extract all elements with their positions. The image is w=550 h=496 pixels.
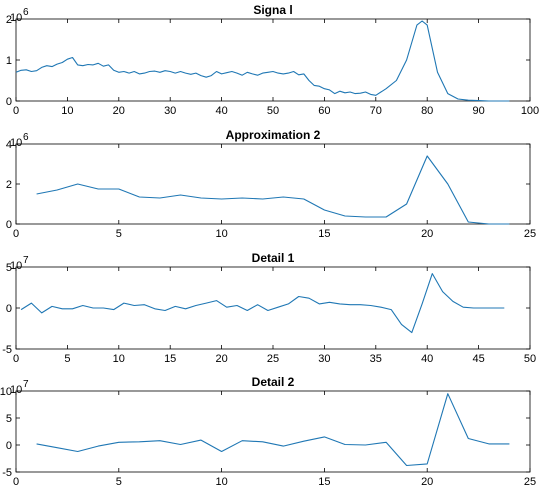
chart-4-exponent-power: 7 <box>23 379 29 390</box>
chart-3-x-tick-label: 45 <box>472 353 484 365</box>
chart-3-exponent-base: 10 <box>10 260 22 272</box>
chart-1-x-tick-label: 30 <box>164 105 176 117</box>
chart-2-x-tick-label: 0 <box>13 228 19 240</box>
chart-1-plot-area <box>15 18 531 102</box>
chart-1-y-tick-label: 2 <box>6 14 12 26</box>
chart-4-x-tick-label: 15 <box>318 476 330 488</box>
chart-4-x-tick-label: 0 <box>13 476 19 488</box>
chart-1-x-tick-label: 70 <box>370 105 382 117</box>
chart-1-x-tick-label: 60 <box>318 105 330 117</box>
chart-2-x-tick-label: 25 <box>524 228 536 240</box>
chart-1-y-tick-label: 1 <box>6 55 12 67</box>
chart-2-y-tick-label: 2 <box>6 179 12 191</box>
chart-2-y-tick-label: 4 <box>6 139 12 151</box>
chart-2-x-tick-label: 15 <box>318 228 330 240</box>
chart-2-exponent-base: 10 <box>10 137 22 149</box>
chart-3-x-tick-label: 5 <box>64 353 70 365</box>
chart-1-x-tick-label: 40 <box>215 105 227 117</box>
chart-1-x-tick-label: 90 <box>472 105 484 117</box>
chart-3-y-tick-label: 0 <box>6 303 12 315</box>
chart-1-x-tick-label: 80 <box>421 105 433 117</box>
chart-2-y-tick-label: 0 <box>6 219 12 231</box>
chart-1-x-tick-label: 50 <box>267 105 279 117</box>
chart-1-x-tick-label: 0 <box>13 105 19 117</box>
chart-4-y-tick-label: 0 <box>6 440 12 452</box>
chart-4-x-tick-label: 10 <box>215 476 227 488</box>
chart-4-y-tick-label: 5 <box>6 413 12 425</box>
chart-3-x-tick-label: 35 <box>370 353 382 365</box>
chart-1-exponent-power: 6 <box>23 7 29 18</box>
chart-3-x-tick-label: 25 <box>267 353 279 365</box>
chart-3-x-tick-label: 30 <box>318 353 330 365</box>
chart-1-title: Signa l <box>253 3 292 17</box>
chart-4-y-tick-label: -5 <box>2 467 12 479</box>
chart-1-x-tick-label: 100 <box>521 105 539 117</box>
chart-2-plot-area <box>15 143 531 225</box>
chart-3-x-tick-label: 20 <box>215 353 227 365</box>
chart-3-x-tick-label: 10 <box>113 353 125 365</box>
chart-1-y-tick-label: 0 <box>6 96 12 108</box>
chart-4-y-tick-label: 10 <box>0 386 12 398</box>
chart-1-x-tick-label: 20 <box>113 105 125 117</box>
chart-2-series-1-line <box>36 155 510 225</box>
chart-4-exponent-base: 10 <box>10 384 22 396</box>
chart-3-y-tick-label: 5 <box>6 262 12 274</box>
chart-4-plot-area <box>15 390 531 473</box>
chart-3-x-tick-label: 40 <box>421 353 433 365</box>
chart-3-x-tick-label: 0 <box>13 353 19 365</box>
chart-2-x-tick-label: 10 <box>215 228 227 240</box>
chart-4-x-tick-label: 20 <box>421 476 433 488</box>
chart-2-exponent-power: 6 <box>23 132 29 143</box>
chart-4-title: Detail 2 <box>252 375 295 389</box>
chart-1-exponent-base: 10 <box>10 12 22 24</box>
chart-3-series-1-line <box>20 273 505 334</box>
chart-4-series-1-line <box>36 393 510 467</box>
chart-3-x-tick-label: 50 <box>524 353 536 365</box>
chart-2-x-tick-label: 5 <box>116 228 122 240</box>
chart-2-x-tick-label: 20 <box>421 228 433 240</box>
chart-2-title: Approximation 2 <box>226 128 321 142</box>
chart-4-x-tick-label: 5 <box>116 476 122 488</box>
chart-1-series-1-line <box>15 20 510 102</box>
chart-3-y-tick-label: -5 <box>2 344 12 356</box>
chart-4-x-tick-label: 25 <box>524 476 536 488</box>
chart-3-exponent-power: 7 <box>23 255 29 266</box>
chart-3-x-tick-label: 15 <box>164 353 176 365</box>
chart-1-x-tick-label: 10 <box>61 105 73 117</box>
chart-3-title: Detail 1 <box>252 251 295 265</box>
